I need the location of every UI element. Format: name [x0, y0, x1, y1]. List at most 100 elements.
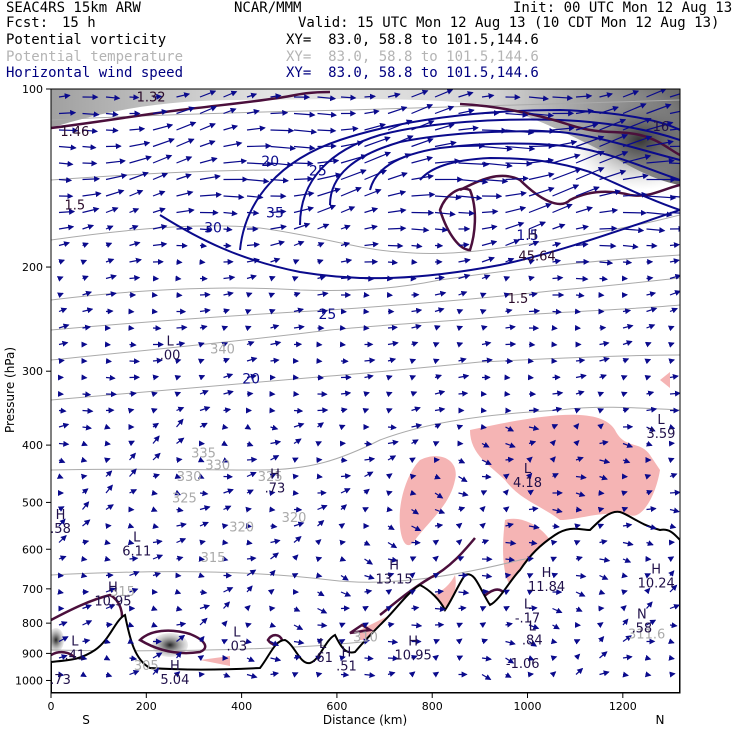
wind-vector-346 [575, 292, 585, 299]
wind-vector-934 [432, 654, 439, 661]
wind-vector-99 [481, 145, 513, 152]
wind-vector-358 [223, 308, 230, 315]
wind-vector-714 [338, 523, 346, 530]
wind-vector-289 [505, 257, 515, 264]
wind-vector-786 [129, 570, 140, 577]
wind-vector-827 [458, 589, 470, 596]
wind-vector-169 [223, 193, 245, 200]
wind-vector-187 [646, 194, 677, 201]
wind-vector-119 [317, 158, 340, 165]
wind-vector-118 [293, 160, 314, 167]
wind-vector-817 [223, 587, 234, 593]
wind-vector-201 [340, 206, 356, 214]
wind-vector-746 [455, 539, 463, 546]
wind-vector-642 [552, 473, 559, 479]
wind-vector-194 [176, 207, 195, 214]
wind-vector-136 [82, 176, 101, 182]
wind-vector-314 [458, 273, 471, 280]
wind-vector-841 [151, 605, 158, 611]
wind-vector-241 [646, 227, 666, 234]
wind-vector-252 [270, 240, 285, 247]
wind-vector-571 [152, 435, 160, 444]
wind-vector-868 [151, 621, 158, 628]
wind-vector-898 [221, 639, 228, 645]
wind-vector-512 [669, 390, 680, 397]
wind-vector-37 [293, 111, 316, 118]
wind-vector-879 [411, 622, 423, 629]
wind-vector-616 [575, 456, 584, 463]
pv-label-2: 1.5 [64, 199, 85, 214]
wind-vector-485 [669, 373, 679, 380]
wind-vector-101 [528, 142, 555, 149]
wind-vector-600 [197, 456, 205, 463]
wind-vector-145 [293, 175, 314, 182]
wind-vector-411 [198, 341, 205, 348]
wind-vector-955 [291, 672, 299, 678]
wind-vector-405 [58, 340, 69, 347]
wind-vector-726 [622, 522, 633, 529]
wind-vector-323 [669, 273, 680, 280]
wind-vector-555 [411, 423, 423, 429]
wind-vector-38 [317, 111, 337, 118]
wind-vector-803 [526, 573, 534, 579]
wind-vector-238 [575, 224, 589, 231]
wind-vector-752 [599, 539, 608, 545]
wind-vector-719 [455, 522, 463, 529]
wind-vector-595 [80, 456, 88, 463]
wind-vector-536 [597, 408, 605, 414]
wind-vector-206 [458, 210, 476, 217]
wind-vector-404 [667, 325, 675, 332]
wind-vector-563 [597, 423, 604, 430]
wind-vector-428 [599, 340, 610, 347]
wind-vector-631 [292, 473, 299, 480]
wind-vector-667 [502, 489, 509, 496]
wind-vector-904 [363, 638, 370, 645]
extremum-value-13: .61 [312, 651, 333, 666]
wind-vector-523 [293, 407, 304, 414]
wind-vector-368 [456, 309, 464, 315]
y-tick-label-1: 200 [22, 261, 43, 274]
wind-vector-50 [599, 105, 619, 115]
wind-vector-394 [434, 325, 441, 331]
wind-vector-59 [176, 121, 197, 131]
wind-vector-768 [339, 556, 347, 562]
wind-vector-712 [293, 521, 305, 528]
wind-vector-893 [104, 638, 111, 645]
wind-vector-126 [481, 162, 513, 169]
extremum-value-19: 3.59 [646, 427, 675, 442]
wind-vector-16 [434, 89, 454, 98]
wind-vector-583 [432, 441, 440, 447]
wind-vector-649 [81, 488, 89, 495]
wind-vector-551 [317, 422, 324, 429]
wind-vector-476 [458, 373, 470, 380]
wind-vector-179 [458, 194, 483, 201]
wind-vector-823 [364, 588, 373, 595]
wind-vector-846 [269, 605, 276, 612]
wind-vector-167 [176, 190, 194, 197]
wind-vector-507 [552, 390, 564, 397]
wind-vector-414 [270, 340, 282, 347]
wind-vector-500 [385, 391, 393, 398]
wind-vector-192 [129, 207, 140, 214]
wind-vector-93 [340, 140, 364, 148]
wind-vector-481 [575, 373, 587, 380]
wind-vector-122 [387, 153, 412, 164]
wind-vector-450 [481, 357, 493, 364]
wind-vector-320 [599, 275, 608, 282]
wind-vector-245 [105, 242, 113, 248]
wind-vector-22 [575, 93, 593, 100]
wind-vector-638 [458, 475, 468, 482]
wind-vector-771 [409, 556, 417, 562]
wind-vector-680 [176, 506, 184, 513]
theta-label-11: 311.6 [628, 628, 665, 643]
wind-vector-117 [270, 161, 294, 168]
wind-vector-174 [340, 186, 362, 197]
wind-vector-502 [434, 389, 446, 396]
wind-vector-722 [528, 523, 540, 530]
wind-vector-304 [223, 274, 236, 281]
extremum-type-14: H [342, 646, 352, 661]
wind-vector-777 [550, 556, 558, 563]
wind-vector-959 [387, 671, 396, 677]
wind-vector-930 [339, 655, 346, 662]
wind-vector-772 [432, 555, 439, 562]
